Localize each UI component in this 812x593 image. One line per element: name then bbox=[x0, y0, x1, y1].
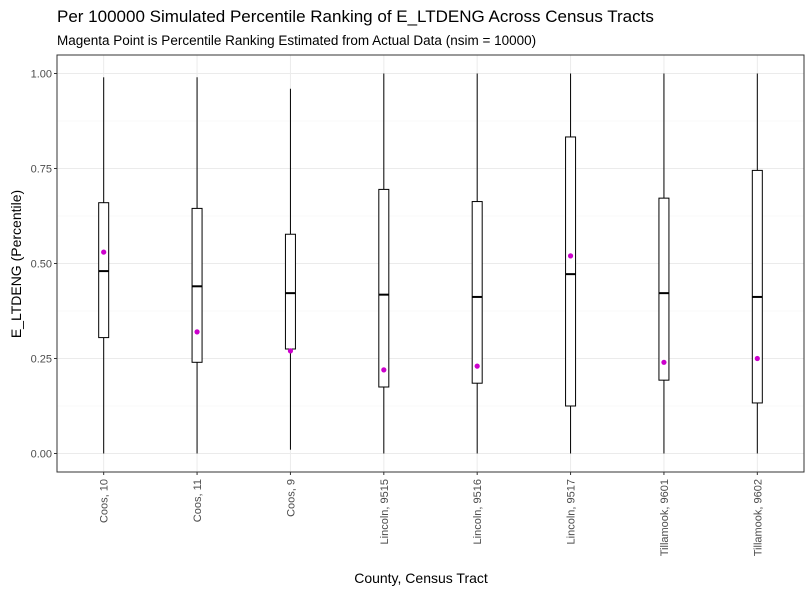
actual-data-point bbox=[101, 249, 107, 255]
box-iqr bbox=[751, 169, 763, 404]
y-tick-label: 1.00 bbox=[31, 69, 52, 81]
chart-title: Per 100000 Simulated Percentile Ranking … bbox=[57, 7, 654, 26]
box-group bbox=[471, 73, 483, 454]
x-tick-label: Tillamook, 9602 bbox=[752, 479, 764, 556]
x-tick-label: Lincoln, 9515 bbox=[379, 479, 391, 544]
actual-data-point bbox=[661, 359, 667, 365]
box-group bbox=[751, 73, 763, 454]
box-group bbox=[98, 77, 110, 454]
box-group bbox=[658, 73, 670, 454]
x-tick-label: Lincoln, 9516 bbox=[472, 479, 484, 544]
box-group bbox=[565, 73, 577, 454]
actual-data-point bbox=[381, 367, 387, 373]
actual-data-point bbox=[754, 355, 760, 362]
actual-data-point bbox=[567, 253, 574, 259]
y-tick-label: 0.00 bbox=[31, 449, 52, 461]
box-iqr bbox=[378, 188, 390, 388]
box-iqr bbox=[565, 136, 577, 407]
x-tick-label: Coos, 9 bbox=[285, 479, 297, 517]
x-tick-label: Lincoln, 9517 bbox=[566, 479, 578, 544]
box-iqr bbox=[658, 197, 670, 381]
x-tick-label: Coos, 11 bbox=[192, 479, 204, 522]
y-axis: 0.00 0.25 0.50 0.75 1.00 bbox=[31, 69, 57, 461]
y-axis-title: E_LTDENG (Percentile) bbox=[8, 190, 24, 338]
x-tick-label: Coos, 10 bbox=[99, 479, 111, 523]
x-axis-title: County, Census Tract bbox=[354, 570, 488, 586]
box-group bbox=[378, 73, 390, 454]
box-group bbox=[284, 88, 296, 450]
box-layer bbox=[98, 73, 763, 454]
chart-subtitle: Magenta Point is Percentile Ranking Esti… bbox=[57, 33, 536, 48]
box-iqr bbox=[284, 233, 296, 350]
x-tick-label: Tillamook, 9601 bbox=[659, 479, 671, 556]
point-layer bbox=[101, 249, 760, 373]
grid-layer bbox=[57, 55, 804, 472]
box-iqr bbox=[471, 201, 483, 384]
x-axis: Coos, 10 Coos, 11 Coos, 9 Lincoln, 9515 Linc… bbox=[99, 472, 764, 556]
y-tick-label: 0.50 bbox=[31, 259, 52, 271]
actual-data-point bbox=[474, 363, 480, 369]
actual-data-point bbox=[194, 329, 200, 335]
actual-data-point bbox=[287, 348, 294, 354]
y-tick-label: 0.25 bbox=[31, 354, 52, 366]
y-tick-label: 0.75 bbox=[31, 164, 52, 176]
box-group bbox=[191, 77, 203, 454]
